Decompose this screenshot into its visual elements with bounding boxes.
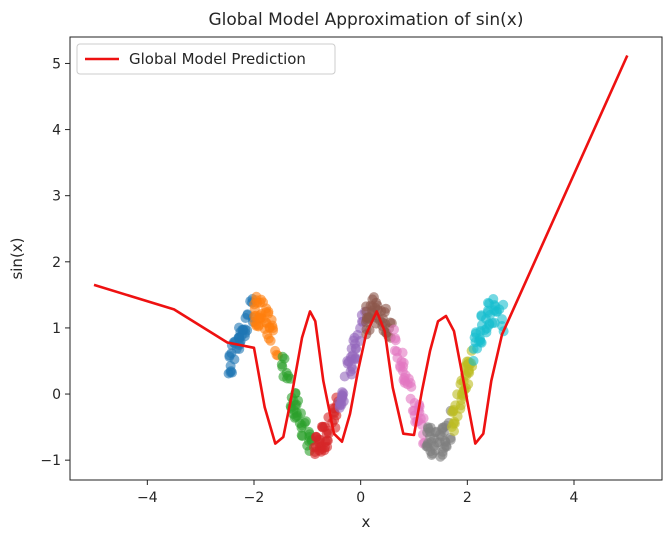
scatter-point xyxy=(251,295,262,306)
x-tick-label: 4 xyxy=(570,490,579,506)
scatter-point xyxy=(316,421,327,432)
scatter-point xyxy=(470,327,481,338)
y-tick-label: 5 xyxy=(52,56,61,72)
scatter-point xyxy=(456,394,467,405)
scatter-point xyxy=(270,345,281,356)
scatter-point xyxy=(260,317,271,328)
scatter-point xyxy=(447,407,458,417)
scatter-point xyxy=(398,361,409,372)
scatter-point xyxy=(489,317,500,328)
scatter-point xyxy=(278,371,289,382)
plot-frame xyxy=(69,36,663,481)
scatter-point xyxy=(435,451,446,462)
x-axis: −4 −2 0 2 4 xyxy=(137,480,579,506)
prediction-line xyxy=(93,54,629,445)
scatter-point xyxy=(368,292,379,303)
scatter-point xyxy=(339,371,350,382)
scatter-points xyxy=(223,291,509,462)
scatter-point xyxy=(468,355,479,366)
scatter-point xyxy=(229,354,240,365)
scatter-point xyxy=(314,437,325,448)
scatter-point xyxy=(390,333,401,344)
y-axis: −1 0 1 2 3 4 5 xyxy=(40,56,70,469)
scatter-point xyxy=(481,327,492,338)
scatter-point xyxy=(263,306,274,317)
scatter-point xyxy=(425,446,436,457)
y-tick-label: 2 xyxy=(52,255,61,271)
scatter-point xyxy=(249,303,260,314)
scatter-point xyxy=(448,418,459,429)
scatter-point xyxy=(482,307,493,318)
scatter-point xyxy=(268,325,279,336)
scatter-point xyxy=(336,399,347,410)
scatter-point xyxy=(498,299,509,310)
legend-entry: Global Model Prediction xyxy=(129,50,306,68)
scatter-point xyxy=(407,405,418,416)
scatter-point xyxy=(389,324,399,335)
scatter-point xyxy=(425,422,436,433)
y-tick-label: 4 xyxy=(52,123,61,139)
x-tick-label: 2 xyxy=(463,490,472,506)
scatter-point xyxy=(234,322,244,333)
scatter-point xyxy=(265,335,276,346)
scatter-point xyxy=(361,312,372,323)
scatter-point xyxy=(472,343,483,354)
scatter-point xyxy=(242,325,253,336)
y-tick-label: −1 xyxy=(40,453,61,469)
x-tick-label: −2 xyxy=(244,490,265,506)
scatter-point xyxy=(389,345,400,356)
scatter-point xyxy=(223,368,234,379)
x-axis-label: x xyxy=(362,513,371,531)
scatter-point xyxy=(441,441,452,452)
legend-box xyxy=(76,43,336,75)
chart-title: Global Model Approximation of sin(x) xyxy=(209,10,524,30)
scatter-point xyxy=(277,351,288,362)
scatter-point xyxy=(400,370,411,381)
scatter-point xyxy=(288,408,299,419)
y-tick-label: 0 xyxy=(52,387,61,403)
scatter-point xyxy=(488,294,499,304)
y-axis-label: sin(x) xyxy=(8,237,26,279)
x-tick-label: −4 xyxy=(137,490,158,506)
scatter-point xyxy=(379,307,390,318)
scatter-point xyxy=(337,387,348,398)
scatter-point xyxy=(437,424,448,435)
prediction-line-layer xyxy=(93,54,629,445)
x-tick-label: 0 xyxy=(356,490,365,506)
scatter-point xyxy=(449,426,459,437)
scatter-point xyxy=(491,306,502,317)
legend: Global Model Prediction xyxy=(76,43,336,75)
scatter-point xyxy=(346,343,357,354)
scatter-point xyxy=(322,435,333,446)
y-tick-label: 1 xyxy=(52,321,61,337)
scatter-point xyxy=(276,359,287,370)
y-tick-label: 3 xyxy=(52,189,61,205)
